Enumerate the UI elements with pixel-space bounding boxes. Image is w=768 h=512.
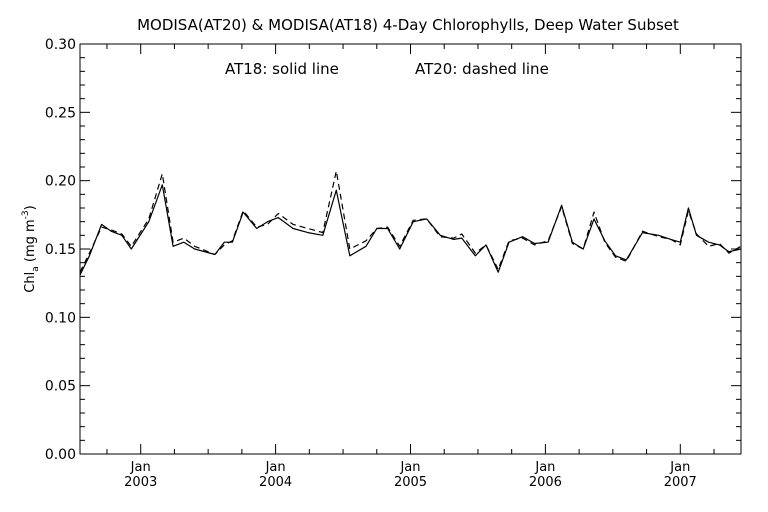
- annotation-dashed: AT20: dashed line: [415, 60, 549, 78]
- y-axis-label: Chla (mg m-3): [21, 205, 41, 292]
- series-line-at20: [79, 170, 742, 273]
- y-tick-label: 0.20: [45, 174, 76, 190]
- y-tick-label: 0.30: [45, 37, 76, 53]
- y-axis-label-close: ): [23, 205, 38, 210]
- y-tick-label: 0.25: [45, 105, 76, 121]
- x-tick-year-label: 2004: [259, 475, 292, 490]
- x-tick-month-label: Jan: [669, 460, 690, 475]
- y-tick-label: 0.15: [45, 242, 76, 258]
- annotation-solid: AT18: solid line: [225, 60, 339, 78]
- y-axis-label-sup: -3: [21, 210, 31, 219]
- y-axis-label-base: Chl: [23, 272, 38, 293]
- x-tick-year-label: 2003: [124, 475, 157, 490]
- x-tick-month-label: Jan: [399, 460, 420, 475]
- x-tick-month-label: Jan: [534, 460, 555, 475]
- x-tick-month-label: Jan: [265, 460, 286, 475]
- axis-ticks: 0.000.050.100.150.200.250.30Jan2003Jan20…: [45, 37, 741, 490]
- x-tick-month-label: Jan: [130, 460, 151, 475]
- x-tick-year-label: 2005: [394, 475, 427, 490]
- y-tick-label: 0.05: [45, 379, 76, 395]
- series-line-at18: [79, 184, 742, 276]
- x-tick-year-label: 2006: [529, 475, 562, 490]
- y-tick-label: 0.10: [45, 310, 76, 326]
- plot-frame: [79, 43, 742, 455]
- chart-title: MODISA(AT20) & MODISA(AT18) 4-Day Chloro…: [137, 16, 679, 34]
- y-axis-label-sub: a: [31, 266, 41, 272]
- y-axis-label-units: (mg m: [23, 219, 38, 266]
- x-tick-year-label: 2007: [664, 475, 697, 490]
- series-group: [79, 170, 742, 276]
- y-tick-label: 0.00: [45, 447, 76, 463]
